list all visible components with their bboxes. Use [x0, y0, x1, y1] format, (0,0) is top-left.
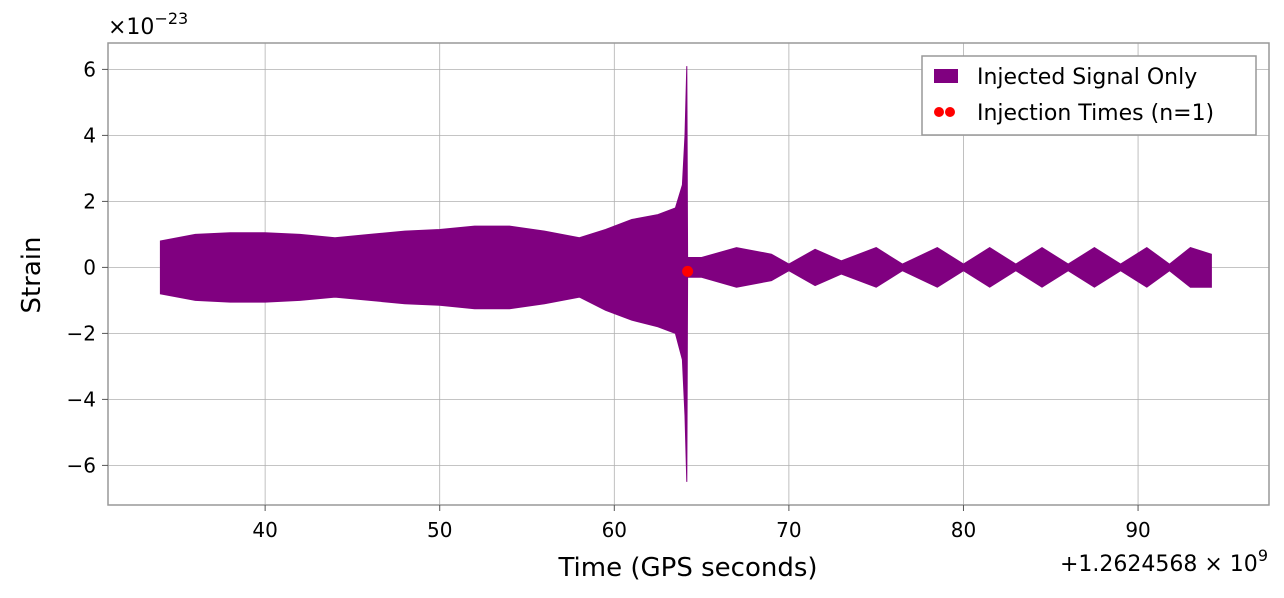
legend-marker-injection-times-2	[945, 107, 955, 117]
y-axis-label: Strain	[17, 236, 47, 313]
y-tick-label: −6	[67, 453, 96, 477]
y-multiplier-exponent: −23	[154, 9, 188, 28]
y-tick-label: 0	[83, 255, 96, 279]
x-axis-offset: +1.2624568 × 109	[1060, 546, 1268, 577]
x-tick-label: 50	[427, 518, 452, 542]
x-tick-label: 90	[1125, 518, 1150, 542]
y-tick-label: 2	[83, 189, 96, 213]
x-offset-base: +1.2624568 × 10	[1060, 552, 1258, 577]
x-axis-label: Time (GPS seconds)	[557, 553, 817, 583]
legend-label-injected-signal: Injected Signal Only	[977, 65, 1197, 90]
y-tick-label: 6	[83, 57, 96, 81]
series-injection-times	[682, 266, 693, 277]
legend: Injected Signal Only Injection Times (n=…	[922, 56, 1256, 135]
legend-marker-injection-times-1	[934, 107, 944, 117]
y-multiplier-base: ×10	[108, 15, 154, 40]
injection-time-point	[682, 266, 693, 277]
legend-label-injection-times: Injection Times (n=1)	[977, 101, 1214, 126]
x-offset-exponent: 9	[1258, 546, 1268, 565]
legend-swatch-injected-signal	[934, 69, 958, 83]
y-tick-label: 4	[83, 123, 96, 147]
y-tick-label: −4	[67, 387, 96, 411]
x-tick-label: 40	[252, 518, 277, 542]
x-axis-ticks: 40 50 60 70 80 90	[252, 505, 1150, 542]
y-axis-ticks: −6 −4 −2 0 2 4 6	[67, 57, 108, 477]
x-tick-label: 60	[602, 518, 627, 542]
x-tick-label: 70	[776, 518, 801, 542]
y-axis-multiplier: ×10−23	[108, 9, 188, 40]
x-tick-label: 80	[951, 518, 976, 542]
y-tick-label: −2	[67, 321, 96, 345]
